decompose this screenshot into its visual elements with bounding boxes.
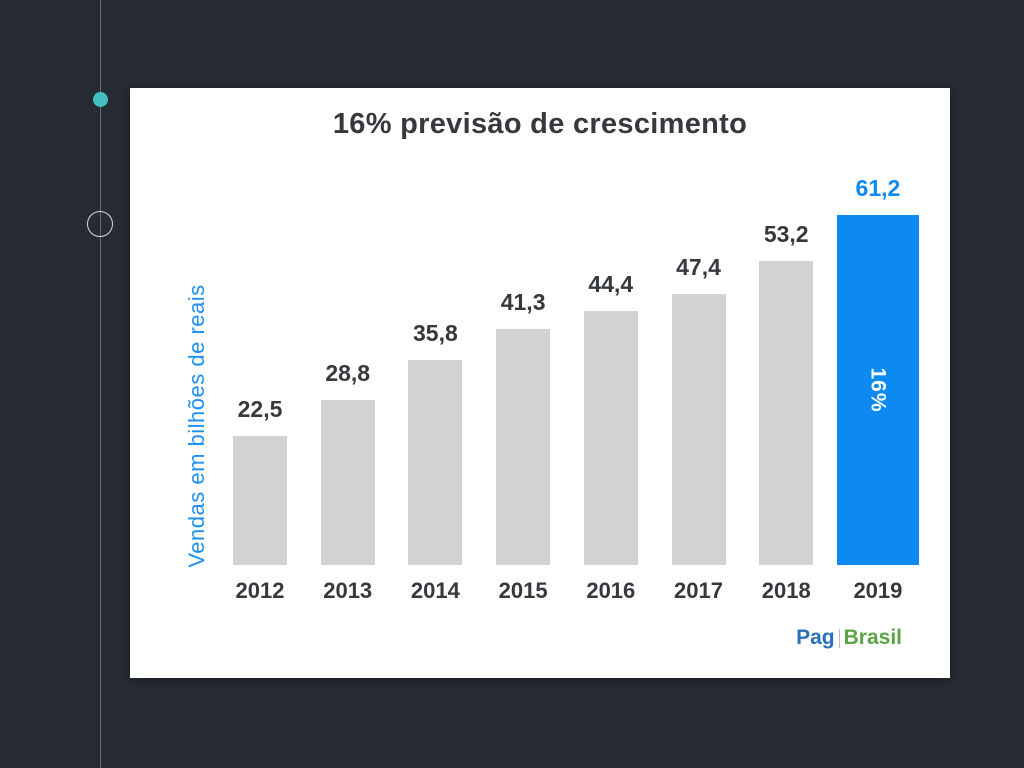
bar-plot: 22,5 2012 28,8 2013 35,8 2014 41,3 2015 44,4 2016… (218, 138, 924, 605)
bar-value-label: 35,8 (413, 320, 458, 346)
x-axis-tick-label: 2015 (498, 578, 548, 603)
slide-nav-rail-line (100, 0, 101, 768)
bar (583, 311, 638, 565)
x-axis-tick-label: 2016 (586, 578, 636, 603)
growth-annotation: 16% (866, 367, 890, 413)
bar-column: 44,4 2016 (569, 138, 653, 605)
bar-value-label: 28,8 (325, 360, 371, 386)
bar-value-label: 61,2 (855, 175, 901, 201)
bar (320, 400, 375, 565)
x-axis-tick-label: 2012 (235, 578, 285, 603)
bar-column: 22,5 2012 (218, 138, 302, 605)
bar (671, 294, 726, 565)
logo-separator (838, 628, 840, 648)
bar-value-label: 53,2 (763, 221, 809, 247)
x-axis-tick-label: 2019 (853, 578, 903, 603)
slide-nav-dot-current[interactable] (93, 92, 108, 107)
pagbrasil-logo: Pag Brasil (796, 626, 902, 650)
bar-column: 53,2 2018 (744, 138, 828, 605)
bar-column: 35,8 2014 (393, 138, 477, 605)
bar (759, 261, 814, 565)
bar-column: 61,2 16% 2019 (832, 138, 924, 605)
bar-column: 28,8 2013 (306, 138, 390, 605)
bar-highlight: 16% (836, 215, 919, 565)
bar (233, 436, 287, 565)
x-axis-tick-label: 2013 (323, 578, 373, 603)
bar-value-label: 22,5 (237, 396, 283, 422)
chart-title: 16% previsão de crescimento (332, 108, 748, 140)
x-axis-tick-label: 2014 (410, 578, 460, 603)
bar-column: 47,4 2017 (657, 138, 741, 605)
bar-value-label: 41,3 (500, 289, 546, 315)
y-axis-label: Vendas em bilhões de reais (184, 284, 209, 568)
bar (496, 329, 551, 565)
bar-column: 41,3 2015 (481, 138, 565, 605)
logo-part-brasil: Brasil (843, 626, 902, 649)
bar (408, 360, 463, 565)
x-axis-tick-label: 2018 (761, 578, 811, 603)
x-axis-tick-label: 2017 (674, 578, 723, 603)
chart-card: 16% previsão de crescimento Vendas em bi… (130, 88, 950, 678)
slide-nav-dot-next[interactable] (87, 211, 113, 237)
bar-value-label: 47,4 (676, 254, 721, 280)
logo-part-pag: Pag (796, 626, 835, 649)
bar-value-label: 44,4 (588, 271, 634, 297)
